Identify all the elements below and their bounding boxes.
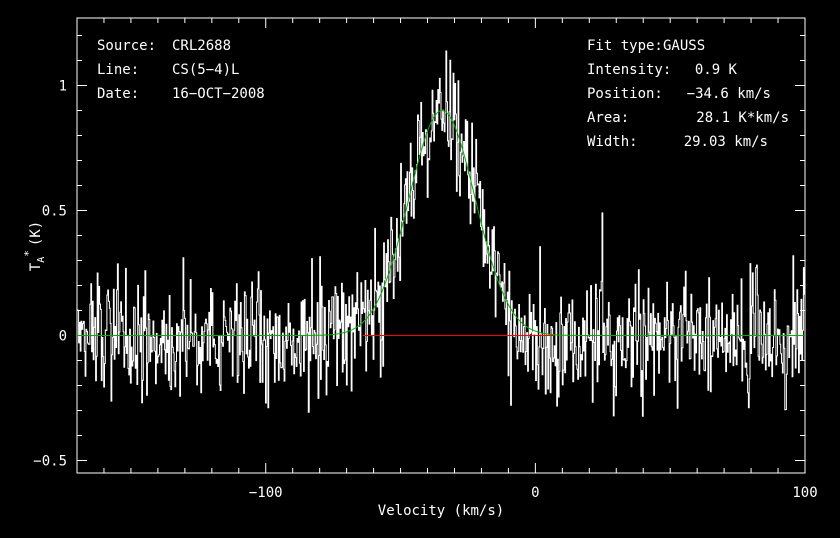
source-value: CRL2688 xyxy=(172,38,231,54)
axis-tick-labels: −100 0 100 −0.5 0 0.5 1 xyxy=(33,79,817,502)
date-key: Date: xyxy=(97,86,139,102)
x-tick-label: 100 xyxy=(792,485,817,501)
intensity-key: Intensity: xyxy=(587,62,671,78)
width-key: Width: xyxy=(587,134,638,150)
plot-frame xyxy=(76,17,806,474)
gaussian-fit-line xyxy=(77,109,805,336)
intensity-value: 0.9 K xyxy=(695,62,738,78)
header-left: Source: CRL2688 Line: CS(5−4)L Date: 16−… xyxy=(97,38,265,102)
position-value: −34.6 km/s xyxy=(687,86,771,102)
fit-type-key: Fit type: xyxy=(587,38,663,54)
y-tick-label: 0.5 xyxy=(42,204,67,220)
source-key: Source: xyxy=(97,38,156,54)
y-tick-label: 0 xyxy=(59,329,67,345)
y-axis-label-sup: * xyxy=(22,250,35,257)
y-tick-label: −0.5 xyxy=(33,454,67,470)
line-value: CS(5−4)L xyxy=(172,62,239,78)
x-tick-label: 0 xyxy=(531,485,539,501)
line-key: Line: xyxy=(97,62,139,78)
y-axis-label: TA* (K) xyxy=(22,221,47,271)
y-axis-label-main: T xyxy=(28,262,44,271)
x-tick-label: −100 xyxy=(249,485,283,501)
date-value: 16−OCT−2008 xyxy=(172,86,265,102)
y-axis-label-unit: (K) xyxy=(28,221,44,246)
fit-type-value: GAUSS xyxy=(663,38,705,54)
y-tick-label: 1 xyxy=(59,79,67,95)
position-key: Position: xyxy=(587,86,663,102)
y-axis-label-sub: A xyxy=(36,257,47,263)
width-value: 29.03 km/s xyxy=(684,134,768,150)
area-value: 28.1 K*km/s xyxy=(696,110,789,126)
area-key: Area: xyxy=(587,110,629,126)
axis-ticks xyxy=(76,18,806,473)
spectrum-line xyxy=(77,50,805,417)
spectrum-series xyxy=(77,50,805,417)
svg-text:TA*(K): TA* (K) xyxy=(22,221,47,271)
x-axis-label: Velocity (km/s) xyxy=(378,503,504,519)
header-right: Fit type: GAUSS Intensity: 0.9 K Positio… xyxy=(587,38,789,150)
